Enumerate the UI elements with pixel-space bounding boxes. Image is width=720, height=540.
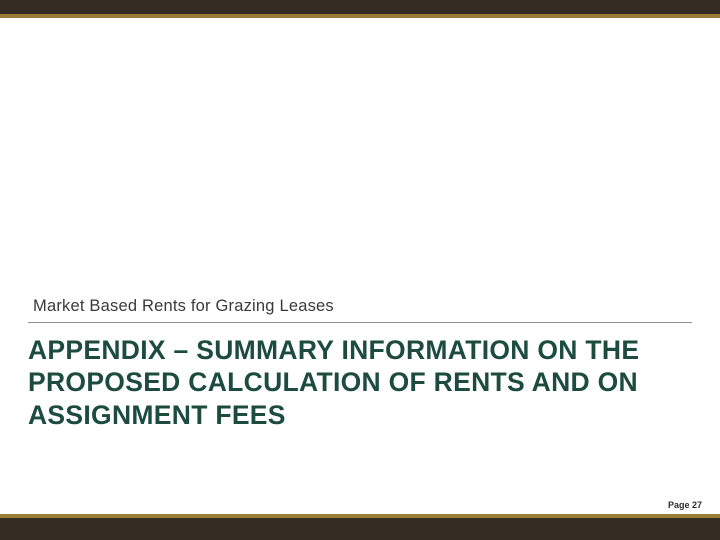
title-divider [28,322,692,323]
gold-stripe-top [0,14,720,18]
slide-title: APPENDIX – SUMMARY INFORMATION ON THE PR… [28,334,692,431]
top-bar [0,0,720,14]
page-number: Page 27 [668,500,702,510]
bottom-bar [0,518,720,540]
slide-subtitle: Market Based Rents for Grazing Leases [33,297,334,316]
